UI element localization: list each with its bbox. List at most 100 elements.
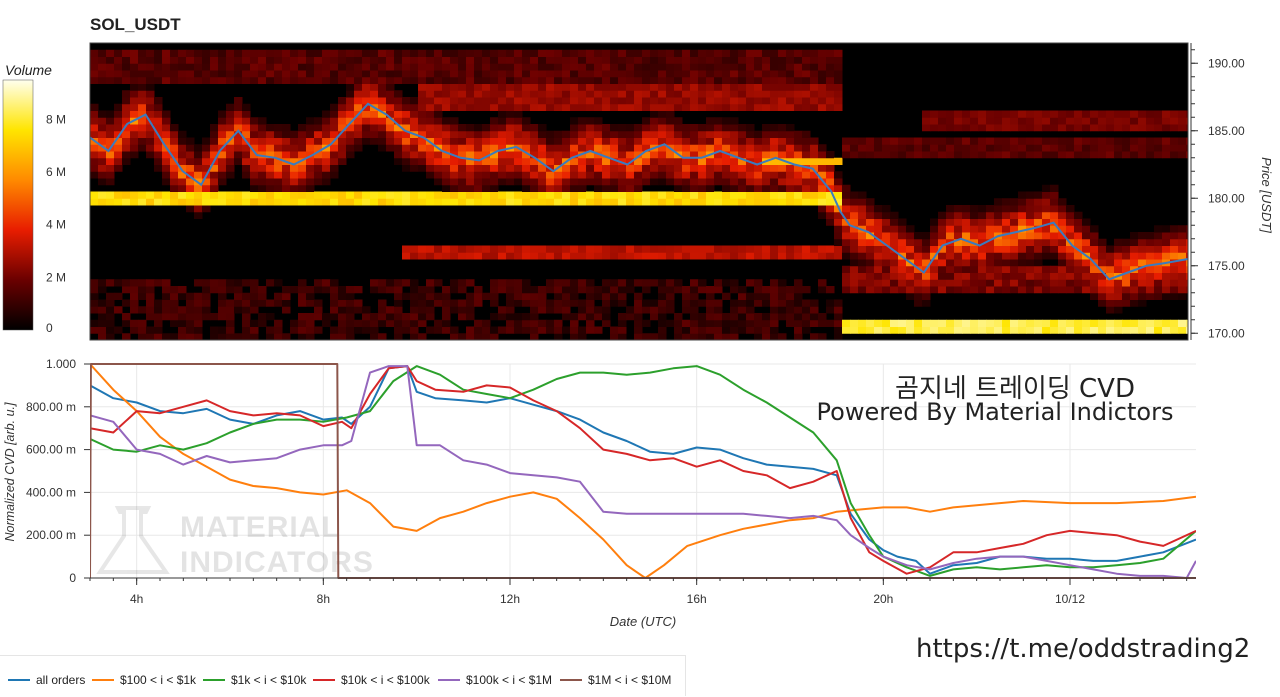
heatmap-cell [466, 292, 475, 300]
heatmap-cell [674, 144, 683, 152]
heatmap-cell [1034, 238, 1043, 246]
heatmap-cell [1058, 252, 1067, 260]
heatmap-cell [738, 306, 747, 314]
price-tick-label: 180.00 [1208, 191, 1245, 205]
heatmap-cell [722, 63, 731, 71]
heatmap-cell [810, 171, 819, 179]
heatmap-cell [554, 137, 563, 145]
heatmap-cell [930, 232, 939, 240]
heatmap-cell [746, 171, 755, 179]
heatmap-cell [482, 245, 491, 253]
heatmap-cell [698, 299, 707, 307]
heatmap-cell [746, 292, 755, 300]
heatmap-cell [562, 151, 571, 159]
heatmap-cell [834, 90, 843, 98]
heatmap-cell [418, 157, 427, 165]
heatmap-cell [834, 306, 843, 314]
heatmap-cell [98, 117, 107, 125]
heatmap-cell [1058, 265, 1067, 273]
heatmap-cell [802, 319, 811, 327]
legend-item-100-1k[interactable]: $100 < i < $1k [92, 673, 196, 687]
heatmap-cell [762, 97, 771, 105]
heatmap-cell [450, 326, 459, 334]
heatmap-cell [402, 319, 411, 327]
heatmap-cell [834, 252, 843, 260]
heatmap-cell [850, 232, 859, 240]
heatmap-cell [90, 151, 99, 159]
heatmap-cell [290, 70, 299, 78]
heatmap-cell [410, 157, 419, 165]
heatmap-cell [362, 198, 371, 206]
heatmap-cell [114, 103, 123, 111]
heatmap-cell [482, 292, 491, 300]
heatmap-cell [578, 333, 587, 340]
heatmap-cell [154, 97, 163, 105]
heatmap-cell [810, 245, 819, 253]
heatmap-cell [378, 198, 387, 206]
heatmap-cell [1018, 225, 1027, 233]
heatmap-cell [530, 306, 539, 314]
heatmap-cell [1066, 225, 1075, 233]
heatmap-cell [306, 130, 315, 138]
heatmap-cell [706, 117, 715, 125]
heatmap-cell [722, 333, 731, 340]
heatmap-cell [842, 279, 851, 287]
heatmap-cell [282, 333, 291, 340]
heatmap-cell [482, 103, 491, 111]
heatmap-cell [98, 313, 107, 321]
heatmap-cell [698, 90, 707, 98]
heatmap-cell [730, 63, 739, 71]
heatmap-cell [650, 191, 659, 199]
heatmap-cell [650, 313, 659, 321]
heatmap-cell [978, 225, 987, 233]
heatmap-cell [786, 252, 795, 260]
heatmap-cell [626, 97, 635, 105]
heatmap-cell [658, 178, 667, 186]
heatmap-cell [274, 137, 283, 145]
heatmap-cell [634, 151, 643, 159]
heatmap-cell [882, 232, 891, 240]
heatmap-cell [586, 124, 595, 132]
heatmap-cell [778, 49, 787, 57]
heatmap-cell [554, 144, 563, 152]
heatmap-cell [754, 164, 763, 172]
heatmap-cell [578, 90, 587, 98]
heatmap-cell [314, 144, 323, 152]
heatmap-cell [538, 130, 547, 138]
heatmap-cell [306, 151, 315, 159]
legend-item-all-orders[interactable]: all orders [8, 673, 85, 687]
heatmap-cell [578, 137, 587, 145]
heatmap-cell [626, 306, 635, 314]
heatmap-cell [194, 306, 203, 314]
heatmap-cell [450, 56, 459, 64]
heatmap-cell [786, 198, 795, 206]
heatmap-cell [618, 171, 627, 179]
heatmap-cell [874, 252, 883, 260]
heatmap-cell [578, 178, 587, 186]
heatmap-cell [426, 49, 435, 57]
heatmap-cell [178, 306, 187, 314]
legend-item-10k-100k[interactable]: $10k < i < $100k [313, 673, 430, 687]
heatmap-cell [170, 191, 179, 199]
heatmap-cell [146, 292, 155, 300]
heatmap-cell [1082, 238, 1091, 246]
heatmap-cell [514, 70, 523, 78]
heatmap-cell [482, 157, 491, 165]
heatmap-cell [586, 326, 595, 334]
legend-item-1k-10k[interactable]: $1k < i < $10k [203, 673, 306, 687]
heatmap-cell [698, 157, 707, 165]
heatmap-cell [762, 130, 771, 138]
legend-item-1m-10m[interactable]: $1M < i < $10M [560, 673, 671, 687]
heatmap-cell [250, 178, 259, 186]
heatmap-cell [186, 326, 195, 334]
telegram-link[interactable]: https://t.me/oddstrading2 [916, 634, 1251, 664]
heatmap-cell [1106, 292, 1115, 300]
heatmap-cell [986, 272, 995, 280]
heatmap-cell [354, 90, 363, 98]
heatmap-cell [362, 83, 371, 91]
heatmap-cell [1098, 245, 1107, 253]
heatmap-cell [650, 103, 659, 111]
heatmap-cell [602, 286, 611, 294]
legend-item-100k-1m[interactable]: $100k < i < $1M [438, 673, 552, 687]
